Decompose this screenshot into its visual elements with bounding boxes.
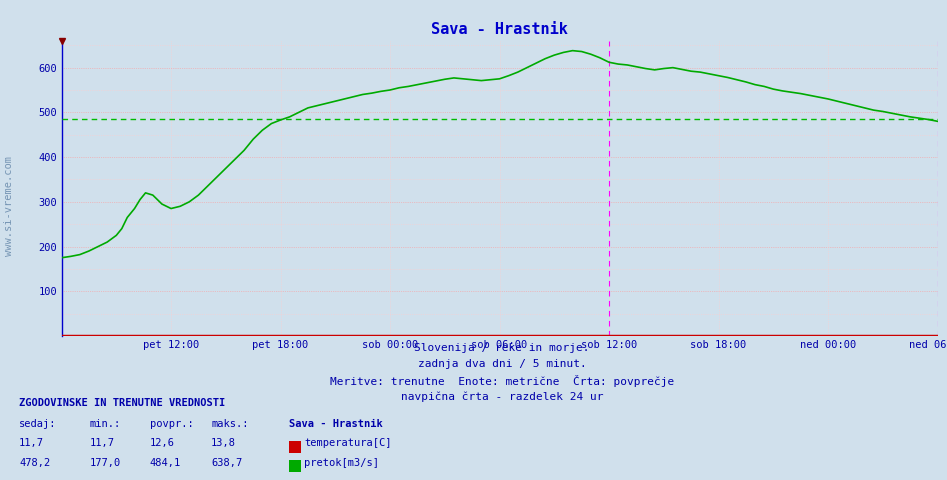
Text: Sava - Hrastnik: Sava - Hrastnik [289,419,383,429]
Text: ZGODOVINSKE IN TRENUTNE VREDNOSTI: ZGODOVINSKE IN TRENUTNE VREDNOSTI [19,397,225,408]
Text: Meritve: trenutne  Enote: metrične  Črta: povprečje: Meritve: trenutne Enote: metrične Črta: … [330,375,674,387]
Text: 177,0: 177,0 [90,457,121,468]
Text: 13,8: 13,8 [211,438,236,448]
Text: navpična črta - razdelek 24 ur: navpična črta - razdelek 24 ur [401,391,603,402]
Text: min.:: min.: [90,419,121,429]
Text: maks.:: maks.: [211,419,249,429]
Text: zadnja dva dni / 5 minut.: zadnja dva dni / 5 minut. [418,359,586,369]
Text: 11,7: 11,7 [19,438,44,448]
Title: Sava - Hrastnik: Sava - Hrastnik [431,22,568,37]
Text: temperatura[C]: temperatura[C] [304,438,391,448]
Text: www.si-vreme.com: www.si-vreme.com [5,156,14,256]
Text: 638,7: 638,7 [211,457,242,468]
Text: 484,1: 484,1 [150,457,181,468]
Text: 12,6: 12,6 [150,438,174,448]
Text: 478,2: 478,2 [19,457,50,468]
Text: 11,7: 11,7 [90,438,115,448]
Text: povpr.:: povpr.: [150,419,193,429]
Text: pretok[m3/s]: pretok[m3/s] [304,457,379,468]
Text: Slovenija / reke in morje.: Slovenija / reke in morje. [414,343,590,353]
Text: sedaj:: sedaj: [19,419,57,429]
